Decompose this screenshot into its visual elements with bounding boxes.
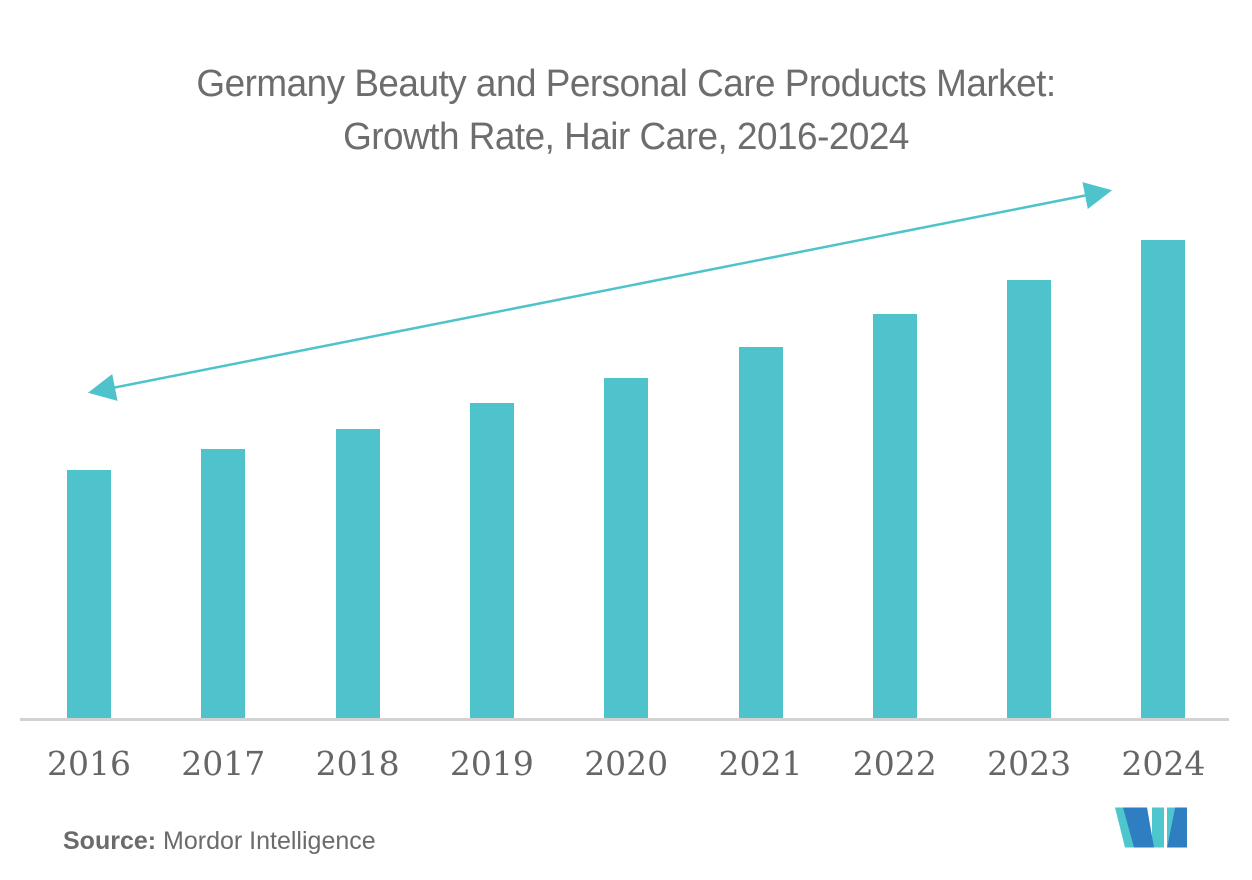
bar-2020 [604, 378, 649, 720]
x-tick-2016: 2016 [47, 744, 131, 783]
chart-title: Germany Beauty and Personal Care Product… [19, 58, 1233, 164]
x-tick-2024: 2024 [1121, 744, 1206, 783]
source-label: Source: [63, 827, 157, 855]
x-tick-2023: 2023 [987, 744, 1072, 783]
x-tick-2018: 2018 [315, 744, 400, 783]
bar-2018 [335, 429, 380, 720]
bar-2017 [201, 449, 246, 720]
source-line: Source: Mordor Intelligence [63, 827, 376, 856]
bar-2024 [1141, 240, 1186, 720]
source-value: Mordor Intelligence [163, 827, 376, 855]
bar-2016 [67, 470, 111, 720]
x-tick-2022: 2022 [852, 744, 937, 783]
x-tick-2019: 2019 [449, 744, 534, 783]
bar-2021 [738, 347, 783, 720]
x-tick-2020: 2020 [584, 744, 669, 783]
x-tick-2017: 2017 [181, 744, 266, 783]
x-axis-line [20, 718, 1229, 721]
mordor-intelligence-logo-icon [1115, 807, 1187, 848]
x-tick-2021: 2021 [718, 744, 803, 783]
chart-title-line-2: Growth Rate, Hair Care, 2016-2024 [343, 116, 909, 158]
bar-2019 [469, 403, 514, 720]
chart-title-line-1: Germany Beauty and Personal Care Product… [196, 63, 1056, 105]
